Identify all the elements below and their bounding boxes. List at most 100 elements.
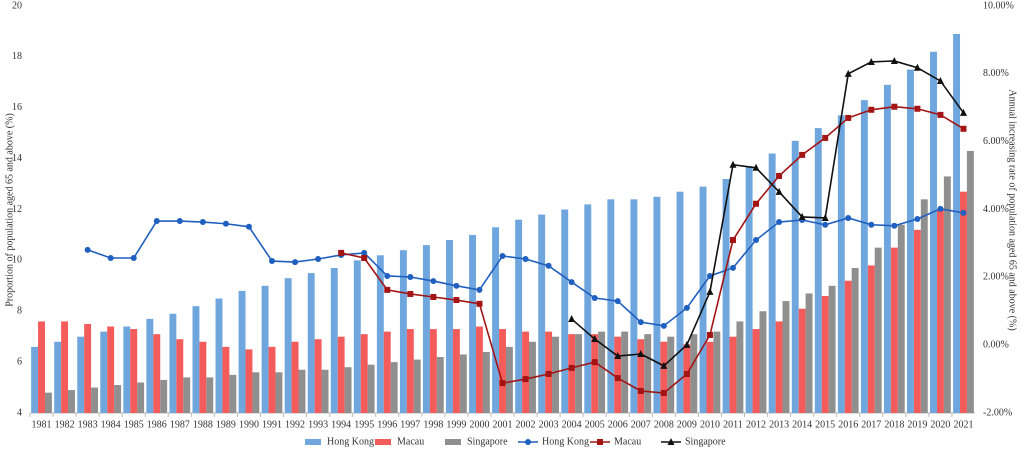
bar	[199, 341, 207, 413]
bar	[146, 318, 154, 413]
x-tick-label: 1983	[78, 419, 98, 430]
line-marker	[845, 114, 852, 121]
bar	[298, 369, 306, 413]
x-tick-label: 2019	[907, 419, 927, 430]
line-marker	[361, 255, 368, 262]
line-marker	[130, 255, 137, 262]
line-marker	[591, 335, 599, 343]
bar	[413, 359, 421, 413]
bar	[446, 240, 453, 413]
y-tick-label: 16	[12, 102, 22, 113]
bar	[637, 339, 645, 413]
legend-marker	[597, 439, 603, 445]
y-tick-label: 18	[12, 51, 22, 62]
line-marker	[776, 219, 783, 226]
x-tick-label: 1988	[193, 419, 213, 430]
line-marker	[660, 322, 667, 329]
line-marker	[568, 364, 575, 371]
line-marker	[936, 76, 944, 84]
bar	[630, 199, 638, 413]
line-marker	[821, 213, 829, 221]
y-tick-label: 4	[17, 407, 22, 418]
bar	[943, 176, 951, 413]
legend-label: Singapore	[467, 436, 508, 447]
x-tick-label: 2015	[815, 419, 835, 430]
y2-tick-label: 0.00%	[983, 339, 1009, 350]
x-tick-label: 1990	[239, 419, 259, 430]
bar	[897, 224, 905, 413]
legend-label: Hong Kong	[327, 436, 374, 447]
bar	[360, 334, 368, 413]
line-marker	[890, 56, 898, 64]
line-marker	[868, 106, 875, 113]
bar	[429, 329, 437, 413]
x-tick-label: 2006	[608, 419, 628, 430]
x-tick-label: 2020	[930, 419, 950, 430]
line-marker	[338, 249, 345, 256]
bar	[837, 115, 845, 413]
line-marker	[660, 361, 668, 369]
line-marker	[568, 279, 575, 286]
bar	[54, 341, 62, 413]
bar	[376, 255, 384, 413]
x-tick-label: 2001	[493, 419, 513, 430]
line-marker	[499, 380, 506, 387]
line-marker	[315, 256, 322, 263]
bar	[238, 290, 246, 413]
bar	[930, 51, 937, 413]
bar	[768, 153, 776, 413]
x-tick-label: 1991	[262, 419, 282, 430]
line-marker	[637, 387, 644, 394]
line-marker	[384, 272, 391, 279]
line-marker	[752, 163, 760, 171]
bar	[690, 334, 698, 413]
line-marker	[430, 278, 437, 285]
line-marker	[614, 375, 621, 382]
x-tick-label: 1998	[423, 419, 443, 430]
y2-tick-label: 10.00%	[983, 0, 1014, 11]
line-marker	[845, 214, 852, 221]
x-tick-label: 2000	[469, 419, 489, 430]
x-tick-label: 2002	[516, 419, 536, 430]
x-tick-label: 2004	[562, 419, 582, 430]
line-marker	[499, 252, 506, 259]
bar	[330, 268, 338, 413]
bar	[275, 372, 283, 413]
bar	[452, 329, 460, 413]
bar	[160, 379, 168, 413]
bar	[515, 219, 523, 413]
bar	[482, 351, 490, 413]
line-marker	[107, 255, 114, 262]
bar	[667, 336, 675, 413]
bar	[344, 367, 352, 413]
y-tick-label: 14	[12, 153, 22, 164]
x-tick-label: 2021	[953, 419, 973, 430]
bar	[383, 331, 391, 413]
y-tick-label: 20	[12, 0, 22, 11]
x-tick-label: 1994	[331, 419, 351, 430]
bar	[745, 166, 753, 413]
line-marker	[453, 297, 460, 304]
bar	[314, 339, 322, 413]
line-marker	[729, 237, 736, 244]
x-tick-label: 1987	[170, 419, 190, 430]
line-marker	[799, 151, 806, 158]
legend-marker	[667, 438, 675, 445]
bar	[268, 346, 276, 413]
bar	[469, 234, 476, 413]
bar	[966, 150, 974, 413]
line-marker	[637, 319, 644, 326]
bar	[936, 209, 944, 413]
bar	[399, 250, 407, 413]
line-marker	[614, 298, 621, 305]
bar	[960, 191, 967, 413]
bar	[775, 321, 783, 413]
y2-tick-label: 2.00%	[983, 272, 1009, 283]
line-marker	[176, 218, 183, 225]
line-marker	[706, 331, 713, 338]
line-marker	[568, 315, 576, 323]
line-marker	[222, 220, 229, 227]
line-marker	[637, 349, 645, 357]
line-marker	[591, 295, 598, 302]
